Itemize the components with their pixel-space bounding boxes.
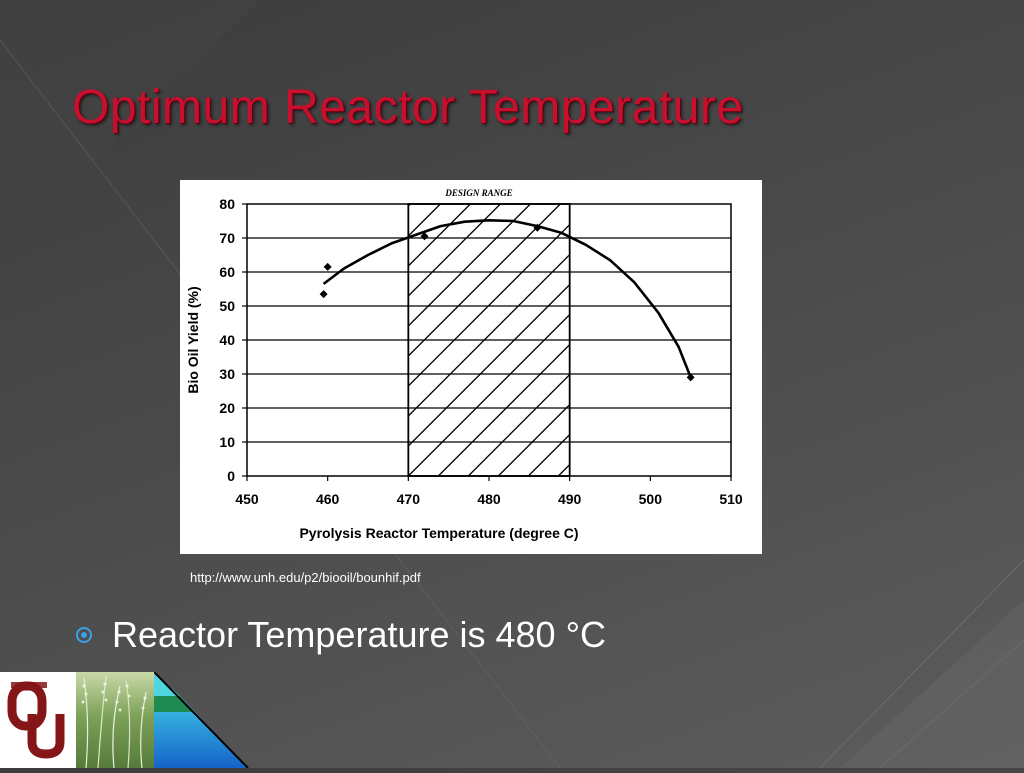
y-tick-label: 10 [219,434,235,450]
hatch-line [408,204,561,357]
x-axis-label: Pyrolysis Reactor Temperature (degree C) [299,525,578,541]
circle-bullet-icon [76,627,92,643]
y-tick-label: 50 [219,298,235,314]
chart-panel: DESIGN RANGE 450 460 470 480 490 500 510 0 10 20 30… [180,180,762,554]
y-tick-label: 60 [219,264,235,280]
hatch-line [408,313,570,476]
data-point [323,262,332,271]
x-tick-label: 480 [477,491,501,507]
data-point [420,232,429,241]
bio-oil-yield-chart: DESIGN RANGE 450 460 470 480 490 500 510 0 10 20 30… [185,188,762,541]
data-point [686,373,695,382]
y-tick-label: 70 [219,230,235,246]
hatch-line [437,343,570,476]
footer-logo-strip [0,671,250,769]
grass-photo [76,672,154,768]
hatch-line [408,223,570,387]
y-tick-label: 40 [219,332,235,348]
hatch-line [408,204,471,267]
data-point [319,290,328,299]
hatch-line [408,283,570,447]
bullet-text: Reactor Temperature is 480 °C [112,614,606,655]
data-point [533,223,542,232]
y-tick-label: 0 [227,468,235,484]
x-tick-label: 500 [639,491,663,507]
trend-curve [322,219,692,378]
design-range-label: DESIGN RANGE [444,188,512,198]
source-link[interactable]: http://www.unh.edu/p2/biooil/bounhif.pdf [190,570,421,585]
x-tick-label: 450 [235,491,259,507]
y-tick-label: 80 [219,196,235,212]
x-tick-label: 490 [558,491,582,507]
wave-graphic [153,671,250,769]
slide-title: Optimum Reactor Temperature [72,81,744,134]
x-tick-label: 510 [719,491,743,507]
x-tick-label: 470 [397,491,421,507]
hatch-line [408,204,501,297]
y-axis-label: Bio Oil Yield (%) [185,286,201,393]
hatch-line [467,373,570,476]
hatch-line [738,204,762,476]
y-tick-label: 20 [219,400,235,416]
y-tick-label: 30 [219,366,235,382]
hatch-line [497,403,570,476]
design-range-hatching [408,204,762,476]
hatch-line [408,204,531,327]
ou-logo-icon [0,672,76,768]
hatch-line [408,253,570,417]
bullet-item: Reactor Temperature is 480 °C [76,614,606,656]
x-tick-label: 460 [316,491,340,507]
